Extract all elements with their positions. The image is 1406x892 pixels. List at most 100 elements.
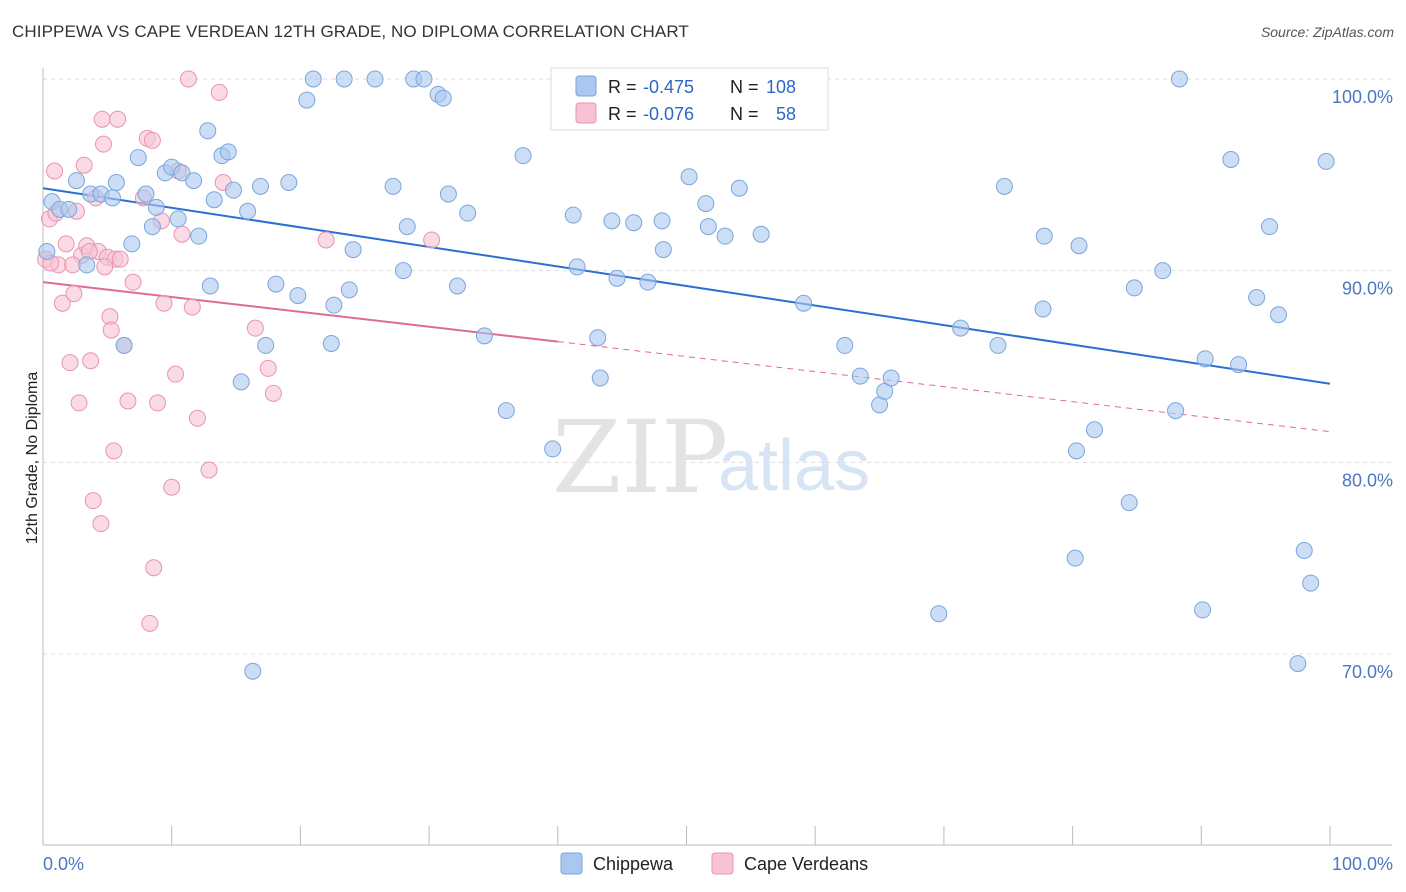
chippewa-point <box>289 287 307 305</box>
chippewa-point <box>185 172 203 190</box>
cape-verdeans-point <box>65 285 83 303</box>
chippewa-point <box>603 212 621 230</box>
chippewa-point <box>143 218 161 236</box>
chippewa-point <box>1034 300 1052 318</box>
chippewa-point <box>589 329 607 347</box>
cape-verdeans-point <box>149 394 167 412</box>
chippewa-point <box>716 227 734 245</box>
chippewa-point <box>398 218 416 236</box>
cape-verdeans-point <box>141 614 159 632</box>
chippewa-point <box>190 227 208 245</box>
chippewa-point <box>699 218 717 236</box>
chippewa-point <box>244 662 262 680</box>
cape-verdeans-point <box>119 392 137 410</box>
cape-verdeans-point <box>173 225 191 243</box>
chippewa-point <box>952 319 970 337</box>
cape-verdeans-point <box>264 384 282 402</box>
cape-verdeans-point <box>96 258 114 276</box>
watermark-zip: ZIP <box>552 399 728 516</box>
chippewa-point <box>1196 350 1214 368</box>
chippewa-point <box>340 281 358 299</box>
cape-verdeans-point <box>75 156 93 174</box>
chippewa-point <box>1120 494 1138 512</box>
cape-verdeans-point <box>57 235 75 253</box>
chippewa-point <box>1067 442 1085 460</box>
chippewa-point <box>434 89 452 107</box>
chippewa-point <box>1066 549 1084 567</box>
chippewa-point <box>989 336 1007 354</box>
y-tick-label: 70.0% <box>1342 662 1393 682</box>
chippewa-point <box>1085 421 1103 439</box>
chippewa-point <box>1170 70 1188 88</box>
chippewa-point <box>608 269 626 287</box>
chippewa-point <box>107 174 125 191</box>
chippewa-point <box>224 181 242 199</box>
chippewa-point <box>697 195 715 213</box>
cape-verdeans-point <box>183 298 201 316</box>
chippewa-point <box>298 91 316 109</box>
chippewa-point <box>252 177 270 195</box>
trend-line-chippewa <box>42 187 1331 385</box>
legend-r-value-blue: -0.475 <box>643 77 694 97</box>
legend-r-label-blue: R = <box>608 77 637 97</box>
chippewa-point <box>205 191 223 209</box>
cape-verdeans-point <box>200 461 218 479</box>
x-tick-label-left: 0.0% <box>43 854 84 874</box>
bottom-legend-label-cape-verdeans: Cape Verdeans <box>744 854 868 874</box>
cape-verdeans-point <box>143 131 161 149</box>
chippewa-point <box>67 172 85 190</box>
chippewa-point <box>304 70 322 88</box>
legend-n-label-blue: N = <box>730 77 759 97</box>
chippewa-point <box>1222 151 1240 168</box>
chippewa-point <box>995 177 1013 195</box>
legend-swatch-blue <box>575 75 597 97</box>
bottom-legend-label-chippewa: Chippewa <box>593 854 674 874</box>
chippewa-point <box>1317 152 1335 170</box>
chippewa-point <box>459 204 477 222</box>
cape-verdeans-point <box>167 365 185 383</box>
chippewa-point <box>344 241 362 259</box>
chippewa-point <box>625 214 643 232</box>
cape-verdeans-point <box>188 409 206 427</box>
cape-verdeans-point <box>246 319 264 337</box>
chippewa-point <box>384 177 402 195</box>
chippewa-point <box>129 149 147 167</box>
chippewa-point <box>1302 574 1320 592</box>
y-tick-label: 80.0% <box>1342 470 1393 490</box>
cape-verdeans-points <box>37 70 441 632</box>
chippewa-point <box>60 200 78 218</box>
cape-verdeans-point <box>179 70 197 88</box>
cape-verdeans-point <box>82 352 100 370</box>
chippewa-point <box>38 243 56 260</box>
chippewa-point <box>1295 542 1313 559</box>
cape-verdeans-point <box>163 478 181 496</box>
cape-verdeans-point <box>259 359 277 377</box>
cape-verdeans-point <box>124 273 142 291</box>
chippewa-point <box>1167 402 1185 420</box>
chippewa-point <box>680 168 698 186</box>
chippewa-point <box>497 402 515 420</box>
cape-verdeans-point <box>423 231 441 249</box>
chart-title: CHIPPEWA VS CAPE VERDEAN 12TH GRADE, NO … <box>12 22 689 41</box>
chippewa-point <box>1230 356 1248 374</box>
chippewa-point <box>239 202 257 220</box>
cape-verdeans-point <box>94 135 112 153</box>
chippewa-point <box>415 70 433 88</box>
chippewa-point <box>639 273 657 291</box>
chippewa-point <box>232 373 250 391</box>
chippewa-point <box>1289 655 1307 673</box>
cape-verdeans-point <box>102 321 120 339</box>
watermark-atlas: atlas <box>718 426 870 506</box>
bottom-legend-swatch-cape-verdeans <box>711 852 734 875</box>
chippewa-point <box>1125 279 1143 297</box>
cape-verdeans-point <box>210 83 228 101</box>
chippewa-point <box>78 256 96 274</box>
cape-verdeans-point <box>61 354 79 372</box>
chippewa-point <box>439 185 457 203</box>
legend-swatch-pink <box>575 102 597 124</box>
chippewa-point <box>930 605 948 623</box>
chippewa-point <box>568 258 586 276</box>
chippewa-point <box>147 198 165 216</box>
chippewa-point <box>1070 237 1088 255</box>
